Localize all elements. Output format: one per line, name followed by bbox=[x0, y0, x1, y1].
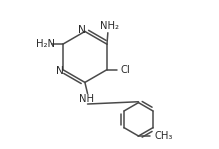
Text: H₂N: H₂N bbox=[36, 39, 55, 49]
Text: NH: NH bbox=[79, 94, 94, 104]
Text: N: N bbox=[56, 66, 64, 76]
Text: Cl: Cl bbox=[120, 65, 130, 75]
Text: CH₃: CH₃ bbox=[154, 131, 173, 141]
Text: N: N bbox=[78, 25, 86, 35]
Text: NH₂: NH₂ bbox=[101, 21, 119, 31]
